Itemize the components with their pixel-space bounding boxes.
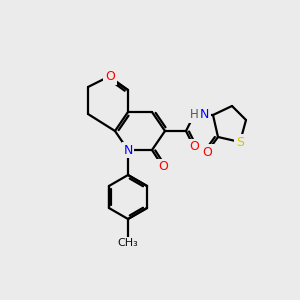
Text: O: O: [105, 70, 115, 83]
Text: O: O: [189, 140, 199, 154]
Text: O: O: [202, 146, 212, 158]
Text: H: H: [190, 109, 198, 122]
Text: O: O: [158, 160, 168, 173]
Text: CH₃: CH₃: [118, 238, 138, 248]
Text: N: N: [123, 143, 133, 157]
Text: S: S: [236, 136, 244, 148]
Text: N: N: [200, 109, 209, 122]
